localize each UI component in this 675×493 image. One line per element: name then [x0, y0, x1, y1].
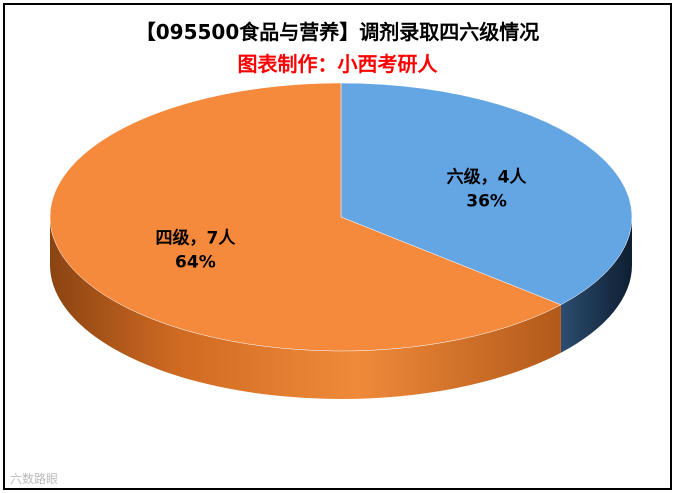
pie-side-layer: [50, 217, 632, 400]
pie-slice-1: [49, 82, 562, 352]
pie-slice-0: [340, 82, 633, 306]
data-label-percent-1: 64%: [175, 253, 216, 273]
pie-slice-side-0: [560, 217, 632, 353]
chart-subtitle: 图表制作：小西考研人: [237, 52, 438, 76]
chart-title: 【095500食品与营养】调剂录取四六级情况: [135, 20, 540, 44]
data-label-0: 六级，4人: [447, 166, 528, 187]
data-label-percent-0: 36%: [466, 191, 507, 211]
data-labels: 六级，4人 36% 四级，7人 64%: [155, 166, 527, 272]
pie-slice-side-1: [50, 217, 561, 400]
data-label-1: 四级，7人: [155, 228, 236, 249]
watermark: 六数路眼: [10, 472, 59, 486]
pie-top-layer: [49, 82, 633, 352]
